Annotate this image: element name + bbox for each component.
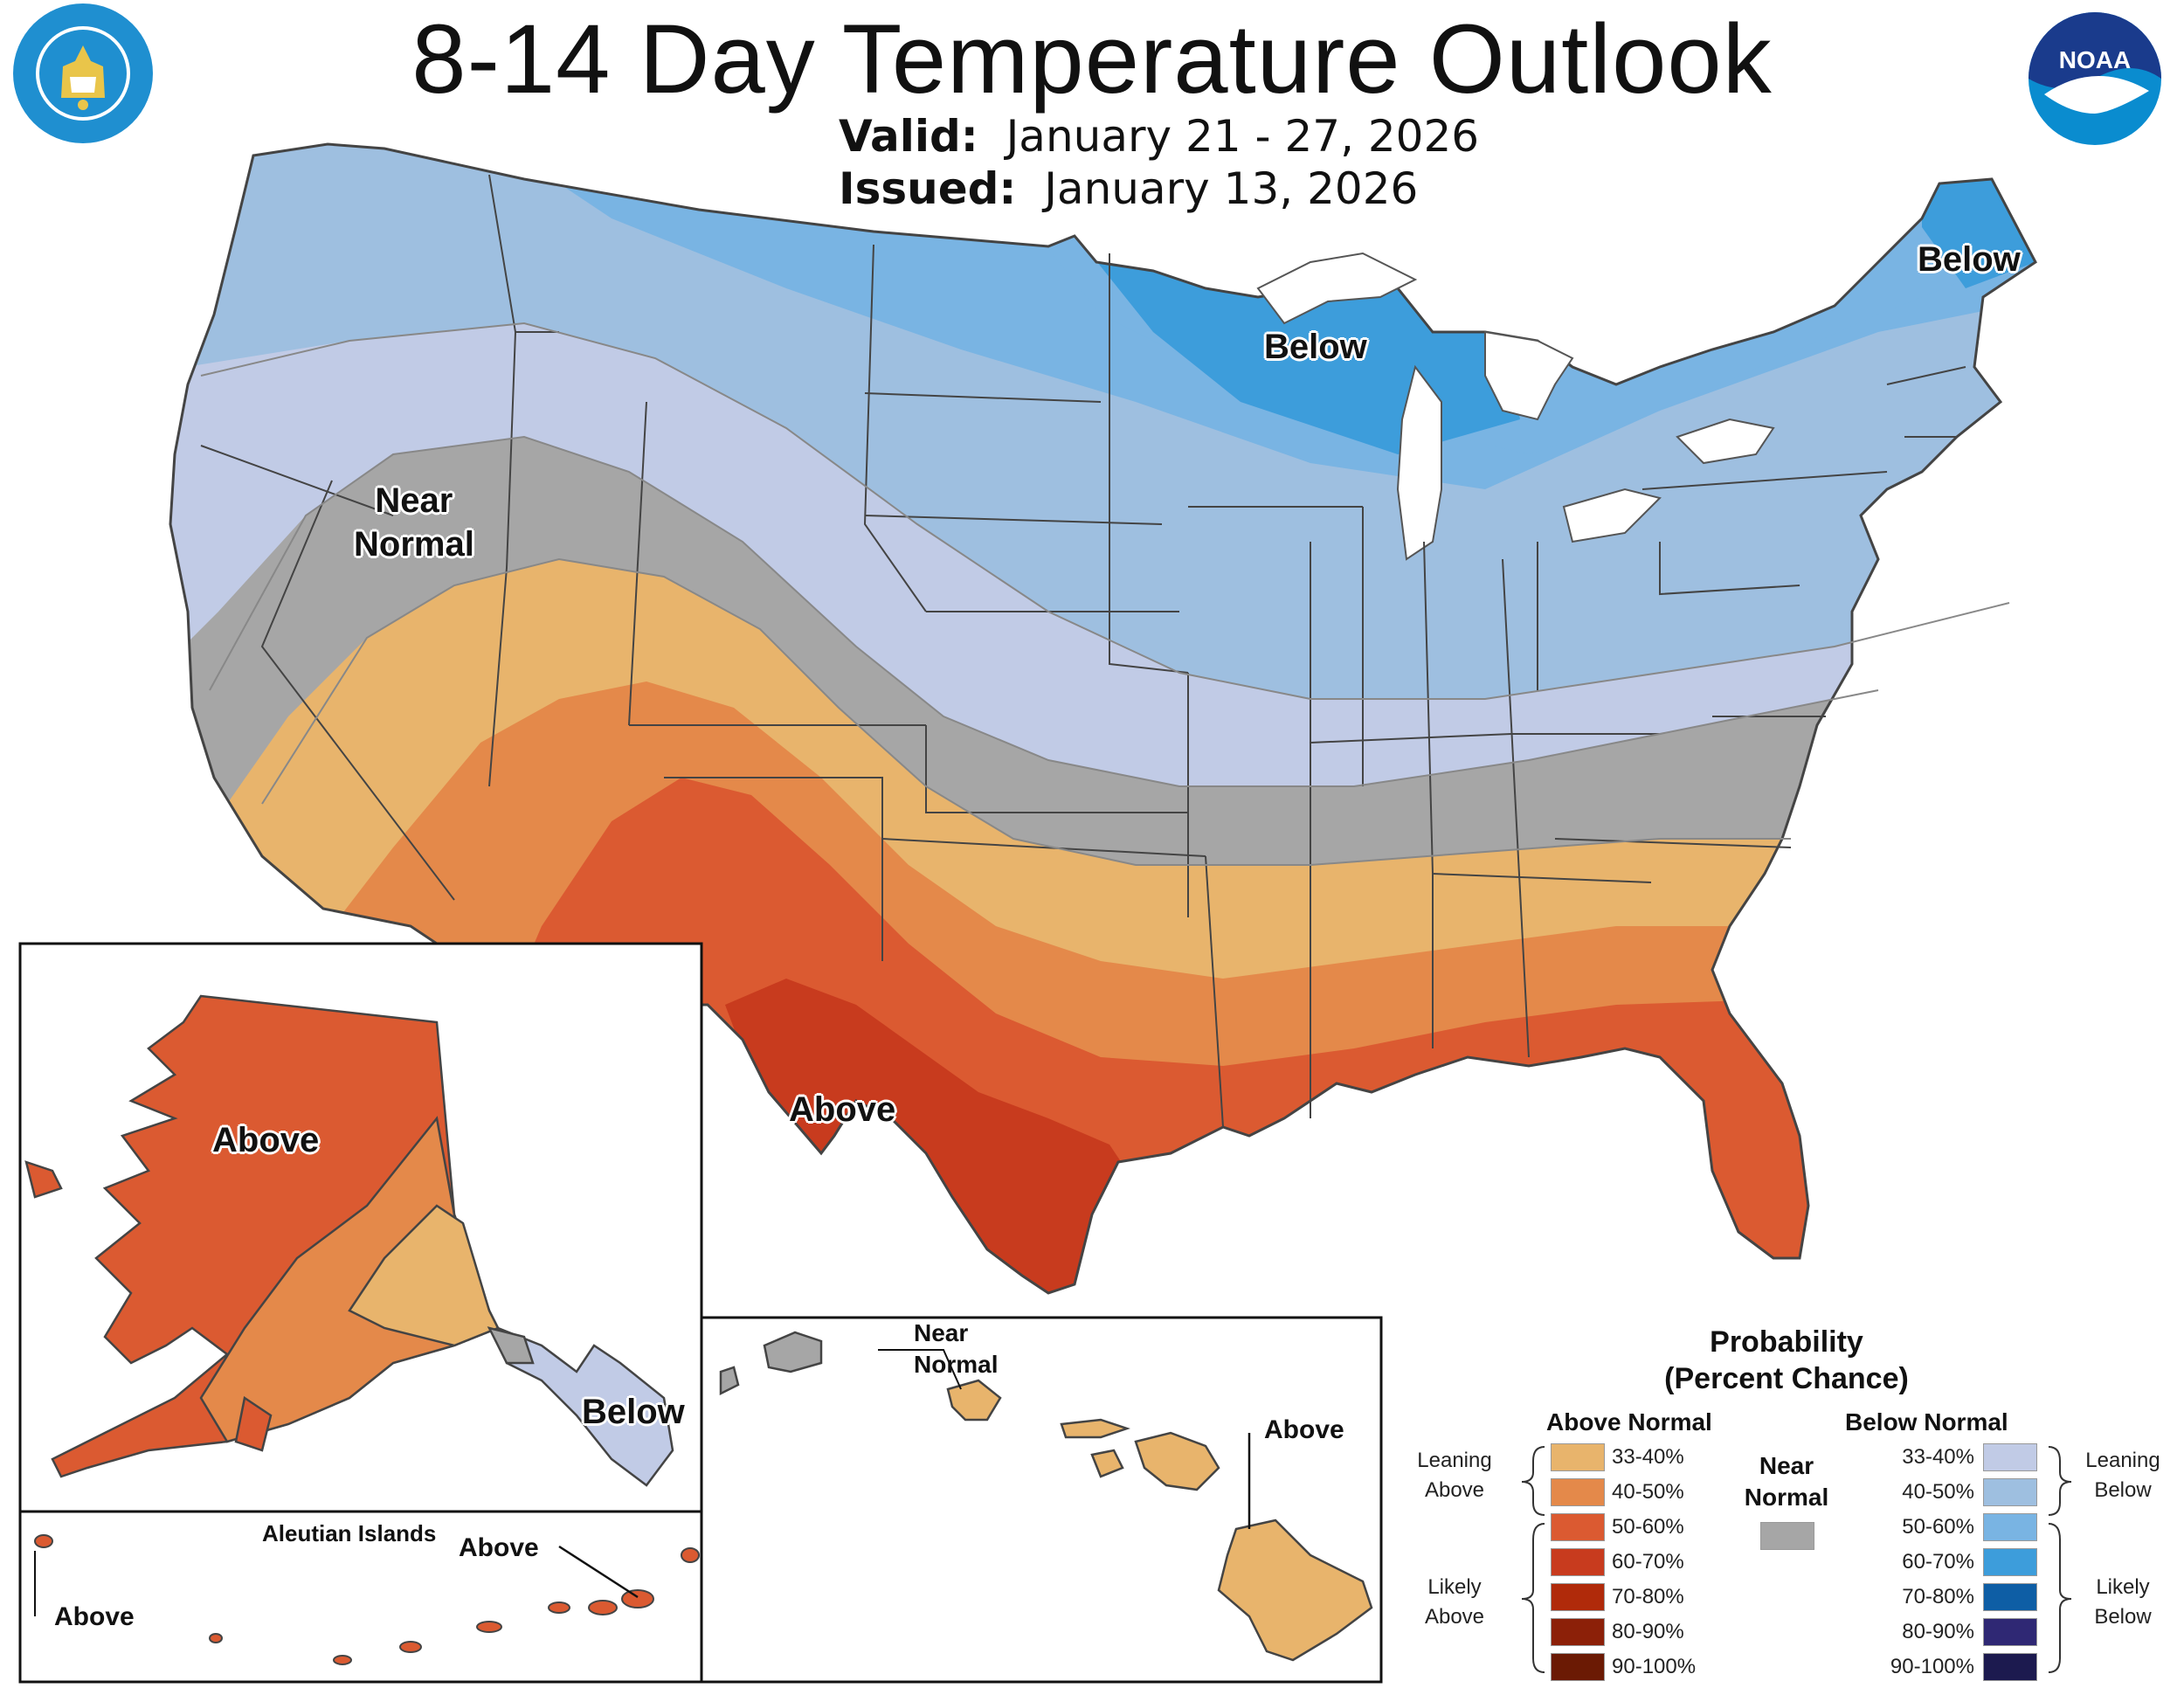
legend-likely-below-line2: Below <box>2094 1605 2152 1629</box>
legend-title: Probability (Percent Chance) <box>1568 1324 2005 1397</box>
above-range-label-5: 80-90% <box>1612 1620 1684 1643</box>
noaa-logo: NOAA <box>2028 12 2161 145</box>
conus-below-maine-label: Below <box>1918 240 2021 279</box>
legend-likely-below: Likely Below <box>2075 1573 2171 1632</box>
issued-date: January 13, 2026 <box>1044 163 1419 214</box>
below-swatch-5 <box>1983 1618 2037 1646</box>
legend-likely-below-line1: Likely <box>2096 1575 2150 1599</box>
legend-near-normal-line1: Near <box>1759 1452 1814 1479</box>
above-range-label-4: 70-80% <box>1612 1585 1684 1608</box>
issued-line: Issued: January 13, 2026 <box>839 163 1418 215</box>
probability-contours <box>200 322 2010 866</box>
conus-near-normal-line1: Near <box>375 481 453 520</box>
legend-leaning-above: Leaning Above <box>1411 1446 1498 1505</box>
above-range-label-1: 40-50% <box>1612 1480 1684 1504</box>
above-swatch-6 <box>1551 1653 1605 1681</box>
above-range-label-0: 33-40% <box>1612 1445 1684 1469</box>
hawaii-near-normal-label: Near Normal <box>914 1318 998 1380</box>
alaska-above-label: Above <box>212 1121 320 1159</box>
great-lakes <box>1256 252 1775 561</box>
legend-likely-above: Likely Above <box>1411 1573 1498 1632</box>
aleutian-islands-title: Aleutian Islands <box>262 1520 437 1546</box>
legend-title-line1: Probability <box>1710 1325 1863 1359</box>
conus-near-normal-line2: Normal <box>354 525 474 564</box>
alaska-shape <box>24 994 674 1487</box>
hawaii-near-normal-line1: Near <box>914 1319 969 1346</box>
below-range-label-3: 60-70% <box>1902 1550 1974 1574</box>
below-swatch-0 <box>1983 1443 2037 1471</box>
below-swatch-2 <box>1983 1513 2037 1541</box>
below-range-label-6: 90-100% <box>1890 1655 1974 1678</box>
state-borders <box>200 174 1966 1128</box>
legend-title-line2: (Percent Chance) <box>1664 1362 1909 1395</box>
legend-above-header: Above Normal <box>1546 1408 1712 1435</box>
above-range-label-6: 90-100% <box>1612 1655 1697 1678</box>
above-swatch-5 <box>1551 1618 1605 1646</box>
alaska-below-label: Below <box>582 1393 685 1431</box>
above-range-label-2: 50-60% <box>1612 1515 1684 1539</box>
aleutian-above-left-label: Above <box>54 1602 135 1631</box>
below-swatch-1 <box>1983 1478 2037 1506</box>
below-range-label-4: 70-80% <box>1902 1585 1974 1608</box>
legend-below-header: Below Normal <box>1845 1408 2008 1435</box>
below-range-label-0: 33-40% <box>1902 1445 1974 1469</box>
hawaii-islands-shapes <box>719 1331 1373 1662</box>
below-range-label-2: 50-60% <box>1902 1515 1974 1539</box>
above-swatch-4 <box>1551 1583 1605 1611</box>
legend-leaning-below-line1: Leaning <box>2085 1449 2160 1472</box>
aleutian-islands-shapes <box>34 1534 700 1665</box>
issued-label: Issued: <box>839 163 1017 214</box>
legend-near-normal-line2: Normal <box>1744 1484 1829 1511</box>
legend-leaning-above-line2: Above <box>1424 1478 1485 1502</box>
conus-near-normal-label: Near Normal <box>354 479 474 566</box>
legend-leaning-below: Leaning Below <box>2075 1446 2171 1505</box>
page-title: 8-14 Day Temperature Outlook <box>411 4 1773 114</box>
hawaii-above-label: Above <box>1264 1415 1344 1444</box>
below-range-label-1: 40-50% <box>1902 1480 1974 1504</box>
above-swatch-2 <box>1551 1513 1605 1541</box>
conus-above-texas-label: Above <box>789 1090 896 1129</box>
above-swatch-3 <box>1551 1548 1605 1576</box>
above-swatch-0 <box>1551 1443 1605 1471</box>
below-swatch-6 <box>1983 1653 2037 1681</box>
commerce-seal-logo <box>13 3 153 143</box>
valid-label: Valid: <box>839 111 978 162</box>
below-range-label-5: 80-90% <box>1902 1620 1974 1643</box>
valid-line: Valid: January 21 - 27, 2026 <box>839 110 1479 163</box>
below-swatch-3 <box>1983 1548 2037 1576</box>
noaa-logo-text: NOAA <box>2059 46 2131 73</box>
legend-near-normal: Near Normal <box>1734 1450 1839 1513</box>
valid-dates: January 21 - 27, 2026 <box>1006 111 1480 162</box>
aleutian-above-right-label: Above <box>459 1533 539 1562</box>
legend-likely-above-line1: Likely <box>1427 1575 1482 1599</box>
hawaii-near-normal-line2: Normal <box>914 1351 999 1378</box>
conus-below-midwest-label: Below <box>1264 328 1367 366</box>
legend-leaning-below-line2: Below <box>2094 1478 2152 1502</box>
legend-near-normal-swatch <box>1760 1522 1814 1550</box>
legend-likely-above-line2: Above <box>1424 1605 1485 1629</box>
legend-leaning-above-line1: Leaning <box>1417 1449 1492 1472</box>
above-range-label-3: 60-70% <box>1612 1550 1684 1574</box>
below-swatch-4 <box>1983 1583 2037 1611</box>
above-swatch-1 <box>1551 1478 1605 1506</box>
